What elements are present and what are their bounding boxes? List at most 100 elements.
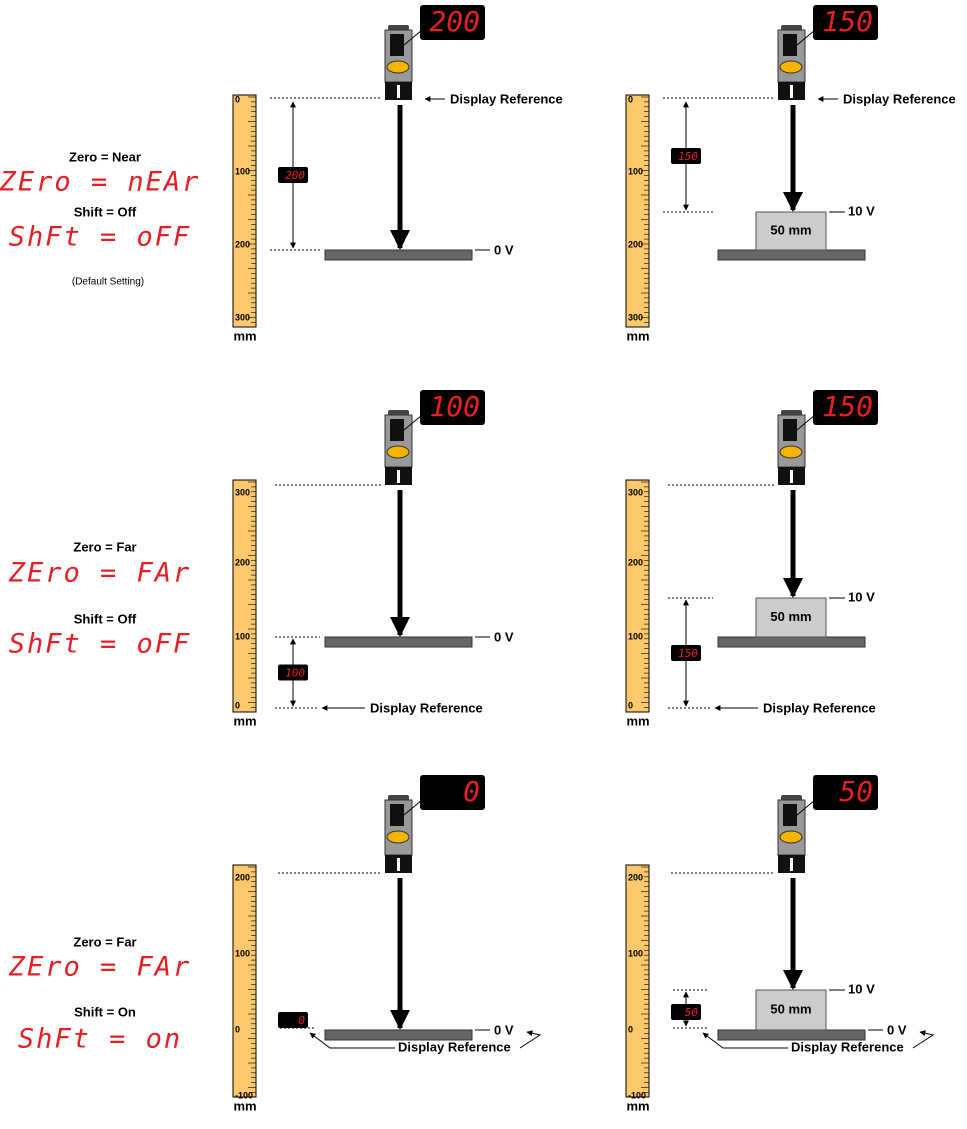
sensor-screen [390,34,404,56]
display-value: 150 [822,390,873,423]
ruler-label: 200 [235,557,250,567]
ruler-label: 100 [235,166,250,176]
ruler [625,864,650,1098]
reference-label: Display Reference [398,1039,511,1054]
sensor-slot [397,85,400,98]
unit: mm [626,1098,649,1113]
plate [717,636,866,648]
reference-label: Display Reference [843,91,956,106]
ruler-label: 300 [628,312,643,322]
unit: mm [233,1098,256,1113]
unit: mm [626,713,649,728]
sensor-light [779,445,803,459]
zero-display: ZEro = FAr [8,952,192,983]
sensor-screen [390,804,404,826]
plate-voltage: 0 V [494,629,514,644]
shift-display: ShFt = on [18,1024,182,1055]
sensor-screen [390,419,404,441]
sensor-slot [397,470,400,483]
target-block [755,597,827,638]
ruler-label: 0 [235,94,240,104]
display-box [813,390,878,425]
display-value: 100 [429,390,480,423]
unit: mm [626,328,649,343]
distance-display-box [278,1012,308,1028]
plate [324,636,473,648]
sensor-light [779,60,803,74]
display-box [420,5,485,40]
display-connector [796,29,816,46]
target-voltage: 10 V [848,589,875,604]
target-label: 50 mm [770,1001,811,1016]
plate [324,249,473,261]
ruler-label: 0 [628,94,633,104]
ruler-label: 0 [628,700,633,710]
target-block [755,989,827,1031]
sensor-screen [783,34,797,56]
ruler [232,94,257,328]
target-block [755,211,827,251]
distance-display: 150 [678,150,698,163]
ruler-label: 300 [235,487,250,497]
ref-arrow [519,1030,542,1049]
reference-label: Display Reference [791,1039,904,1054]
ruler-label: -100 [235,1090,253,1100]
distance-display: 100 [285,667,305,680]
shift-label: Shift = Off [74,611,137,626]
ruler-label: 200 [235,239,250,249]
sensor-slot [790,470,793,483]
shift-label: Shift = Off [74,204,137,219]
ruler [625,94,650,328]
sensor-slot [790,858,793,871]
reference-label: Display Reference [370,700,483,715]
shift-display: ShFt = oFF [9,629,192,660]
zero-label: Zero = Far [73,934,136,949]
ruler [232,479,257,713]
distance-display: 50 [685,1006,699,1019]
ref-arrow [309,1032,395,1049]
ruler-label: 100 [235,948,250,958]
shift-label: Shift = On [74,1004,136,1019]
distance-display-box [278,167,308,183]
reference-label: Display Reference [450,91,563,106]
display-box [813,5,878,40]
display-value: 150 [822,5,873,38]
distance-display: 150 [678,647,698,660]
sensor-light [386,60,410,74]
ruler-label: 0 [628,1024,633,1034]
ruler-label: 200 [628,872,643,882]
distance-display-box [671,148,701,164]
distance-display: 0 [298,1014,305,1027]
ref-arrow [702,1032,788,1049]
ruler-label: 100 [628,948,643,958]
target-label: 50 mm [770,222,811,237]
sensor-slot [397,858,400,871]
ruler-label: 200 [628,239,643,249]
sensor-light [386,445,410,459]
display-connector [796,414,816,431]
display-value: 200 [429,5,480,38]
ref-arrow [912,1030,935,1049]
shift-display: ShFt = oFF [9,222,192,253]
plate-voltage: 0 V [494,1022,514,1037]
ruler-label: 300 [628,487,643,497]
ruler-label: 200 [235,872,250,882]
display-value: 0 [463,775,480,808]
display-box [420,390,485,425]
plate [324,1029,473,1041]
unit: mm [233,328,256,343]
plate-voltage: 0 V [887,1022,907,1037]
ruler-label: 300 [235,312,250,322]
distance-display-box [278,664,308,681]
display-connector [403,29,423,46]
ruler-label: -100 [628,1090,646,1100]
reference-label: Display Reference [763,700,876,715]
zero-display: ZEro = nEAr [0,167,200,198]
ruler [625,479,650,713]
sensor-slot [790,85,793,98]
note: (Default Setting) [72,277,144,288]
distance-display-box [671,1004,701,1020]
display-connector [796,799,816,816]
zero-display: ZEro = FAr [8,558,192,589]
